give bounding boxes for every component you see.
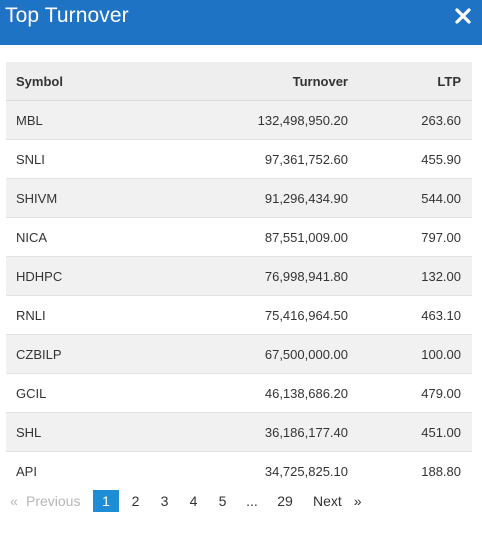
cell-symbol: SHIVM <box>6 178 182 218</box>
close-icon[interactable] <box>453 6 473 26</box>
page-button-29[interactable]: 29 <box>277 493 293 509</box>
cell-turnover: 75,416,964.50 <box>181 295 348 335</box>
page-button-3[interactable]: 3 <box>160 493 169 509</box>
table-row: RNLI 75,416,964.50 463.10 <box>6 295 472 335</box>
cell-turnover: 46,138,686.20 <box>181 373 348 413</box>
cell-turnover: 132,498,950.20 <box>181 100 348 140</box>
page-ellipsis: ... <box>246 493 258 509</box>
cell-symbol: SNLI <box>6 139 182 179</box>
cell-symbol: API <box>16 463 37 479</box>
next-arrow-icon[interactable]: » <box>353 493 362 509</box>
column-header-ltp[interactable]: LTP <box>348 62 472 101</box>
cell-symbol: GCIL <box>6 373 182 413</box>
modal-header: Top Turnover <box>0 0 482 45</box>
cell-ltp: 455.90 <box>348 139 472 179</box>
cell-ltp: 479.00 <box>348 373 472 413</box>
cell-turnover: 97,361,752.60 <box>181 139 348 179</box>
cell-turnover: 36,186,177.40 <box>181 412 348 452</box>
cell-turnover: 67,500,000.00 <box>181 334 348 374</box>
modal-title: Top Turnover <box>5 4 129 27</box>
cell-ltp: 132.00 <box>348 256 472 296</box>
page-button-2[interactable]: 2 <box>131 493 140 509</box>
page-button-4[interactable]: 4 <box>189 493 198 509</box>
table-row: API 34,725,825.10 188.80 <box>6 452 472 491</box>
table-row: SHL 36,186,177.40 451.00 <box>6 412 472 452</box>
cell-symbol: CZBILP <box>6 334 182 374</box>
cell-ltp: 100.00 <box>348 334 472 374</box>
turnover-table: Symbol Turnover LTP MBL 132,498,950.20 2… <box>6 62 472 490</box>
next-page-button[interactable]: Next <box>313 493 342 509</box>
cell-symbol: NICA <box>6 217 182 257</box>
cell-ltp: 451.00 <box>348 412 472 452</box>
cell-turnover: 76,998,941.80 <box>181 256 348 296</box>
cell-ltp: 263.60 <box>348 100 472 140</box>
cell-ltp: 463.10 <box>348 295 472 335</box>
table-row: NICA 87,551,009.00 797.00 <box>6 217 472 257</box>
previous-page-button[interactable]: Previous <box>26 493 81 509</box>
table-header-row: Symbol Turnover LTP <box>6 62 472 101</box>
cell-turnover: 91,296,434.90 <box>181 178 348 218</box>
cell-turnover: 87,551,009.00 <box>181 217 348 257</box>
cell-symbol: SHL <box>6 412 182 452</box>
table-row: CZBILP 67,500,000.00 100.00 <box>6 334 472 374</box>
pagination: « Previous 1 2 3 4 5 ... 29 Next » <box>6 490 362 512</box>
cell-symbol: MBL <box>6 100 182 140</box>
column-header-symbol[interactable]: Symbol <box>6 62 182 101</box>
page-button-1[interactable]: 1 <box>93 490 119 512</box>
table-row: HDHPC 76,998,941.80 132.00 <box>6 256 472 296</box>
previous-arrow-icon: « <box>10 493 18 509</box>
table-row: MBL 132,498,950.20 263.60 <box>6 100 472 140</box>
cell-symbol: HDHPC <box>6 256 182 296</box>
cell-ltp: 544.00 <box>348 178 472 218</box>
cell-ltp: 188.80 <box>421 463 461 479</box>
column-header-turnover[interactable]: Turnover <box>181 62 348 101</box>
table-row: SNLI 97,361,752.60 455.90 <box>6 139 472 179</box>
table-row: GCIL 46,138,686.20 479.00 <box>6 373 472 413</box>
table-row: SHIVM 91,296,434.90 544.00 <box>6 178 472 218</box>
cell-ltp: 797.00 <box>348 217 472 257</box>
page-button-5[interactable]: 5 <box>218 493 227 509</box>
cell-symbol: RNLI <box>6 295 182 335</box>
cell-turnover: 34,725,825.10 <box>264 463 348 479</box>
